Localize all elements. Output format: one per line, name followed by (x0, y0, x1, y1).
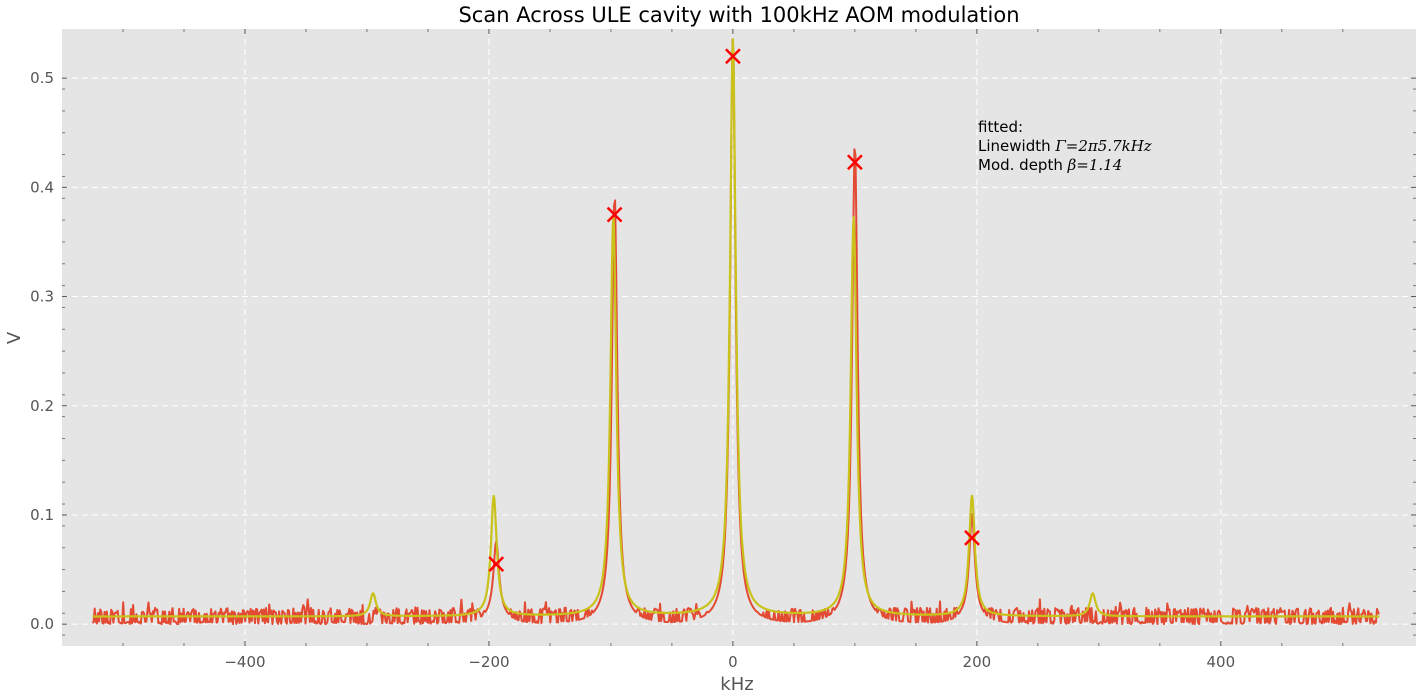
y-tick-label: 0.4 (30, 178, 54, 196)
annotation-linewidth-label: Linewidth (978, 137, 1055, 155)
peak-marker-stroke-b (964, 530, 980, 546)
x-axis-label: kHz (720, 674, 753, 695)
y-tick-label: 0.5 (30, 69, 54, 87)
y-tick-label: 0.0 (30, 615, 54, 633)
annotation-line-1: fitted: (978, 118, 1023, 136)
peak-marker-stroke-b (488, 556, 505, 572)
peak-marker (846, 154, 863, 171)
peak-marker (488, 556, 505, 572)
x-tick-label: 0 (728, 653, 738, 671)
x-tick-label: 200 (963, 653, 992, 671)
fit-series (92, 38, 1380, 618)
annotation-depth-value: β=1.14 (1067, 156, 1123, 174)
annotation-linewidth-value: Γ=2π5.7kHz (1054, 137, 1151, 155)
peak-marker-stroke-b (725, 48, 741, 65)
ticks: −400 −200 0 200 400 0.0 0.1 0.2 0.3 0.4 0.5 (30, 29, 1416, 671)
peak-marker-stroke-b (846, 154, 863, 171)
plot-area (62, 29, 1416, 646)
peak-markers (488, 48, 980, 572)
x-tick-label: −200 (468, 653, 509, 671)
annotation-line-3: Mod. depth β=1.14 (978, 156, 1122, 174)
peak-marker (725, 48, 741, 65)
fit-annotation: fitted: Linewidth Γ=2π5.7kHz Mod. depth … (978, 118, 1152, 174)
peak-marker (606, 206, 623, 223)
y-tick-label: 0.3 (30, 288, 54, 306)
x-tick-label: −400 (224, 653, 265, 671)
x-tick-label: 400 (1207, 653, 1236, 671)
chart-title: Scan Across ULE cavity with 100kHz AOM m… (458, 3, 1019, 27)
peak-marker-stroke-b (606, 206, 623, 223)
y-tick-label: 0.2 (30, 397, 54, 415)
y-axis-label: V (4, 331, 25, 344)
annotation-line-2: Linewidth Γ=2π5.7kHz (978, 137, 1152, 155)
fit-line (92, 38, 1380, 618)
annotation-depth-label: Mod. depth (978, 156, 1068, 174)
peak-marker (964, 530, 980, 546)
y-tick-label: 0.1 (30, 506, 54, 524)
